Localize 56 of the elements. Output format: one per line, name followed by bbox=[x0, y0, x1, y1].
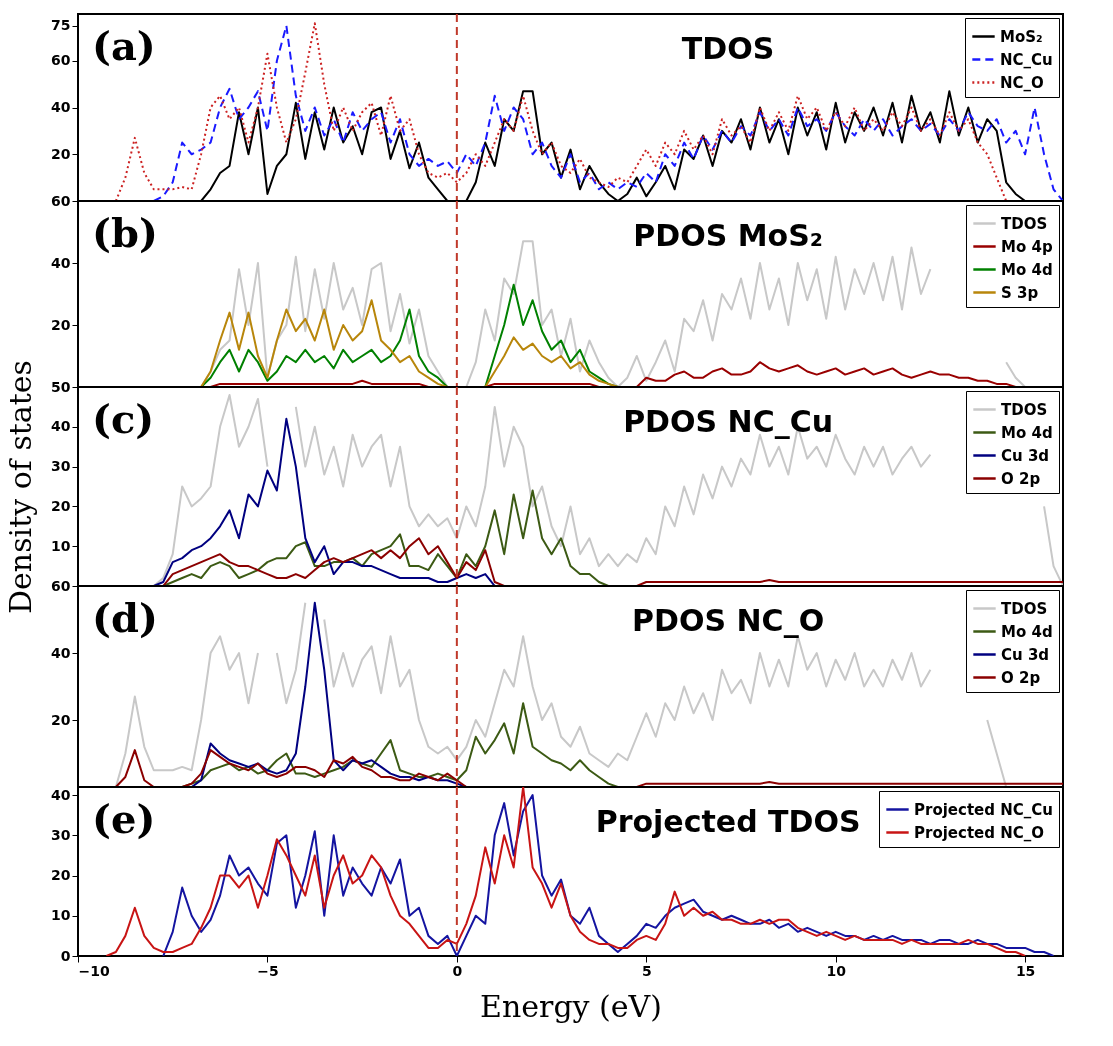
legend-label: TDOS bbox=[1001, 400, 1048, 419]
y-tick-label: 10 bbox=[51, 537, 71, 554]
y-tick-label: 60 bbox=[51, 52, 71, 69]
y-tick-label: 20 bbox=[51, 316, 71, 333]
annotation: (b) bbox=[92, 209, 158, 256]
x-tick-label: 10 bbox=[826, 962, 847, 979]
y-tick-label: 60 bbox=[51, 192, 71, 209]
y-axis-title: Density of states bbox=[3, 360, 39, 614]
text: PDOS MoS₂ bbox=[633, 218, 823, 253]
y-tick-label: 40 bbox=[51, 418, 71, 435]
legend-label: NC_O bbox=[1000, 73, 1044, 92]
legend-label: O 2p bbox=[1001, 469, 1041, 488]
legend-label: TDOS bbox=[1001, 599, 1048, 618]
y-tick-label: 20 bbox=[51, 145, 71, 162]
x-tick-label: 0 bbox=[452, 962, 463, 979]
legend-label: MoS₂ bbox=[1000, 27, 1043, 46]
y-tick-label: 40 bbox=[51, 99, 71, 115]
legend-label: O 2p bbox=[1001, 668, 1041, 687]
legend-label: NC_Cu bbox=[1000, 50, 1053, 69]
text: TDOS bbox=[681, 31, 775, 66]
y-tick-label: 20 bbox=[51, 497, 71, 514]
legend-label: TDOS bbox=[1001, 214, 1048, 233]
legend-label: Projected NC_O bbox=[914, 823, 1045, 842]
y-tick-label: 10 bbox=[51, 907, 71, 924]
legend-label: Cu 3d bbox=[1001, 645, 1050, 664]
y-tick-label: 75 bbox=[51, 17, 71, 34]
legend-label: Cu 3d bbox=[1001, 446, 1050, 465]
legend-label: Mo 4d bbox=[1001, 622, 1053, 641]
legend-label: Mo 4d bbox=[1001, 260, 1053, 279]
line-series bbox=[152, 417, 496, 586]
annotation: (d) bbox=[92, 594, 158, 641]
annotation: (a) bbox=[92, 22, 156, 69]
y-tick-label: 40 bbox=[51, 786, 71, 803]
y-tick-label: 0 bbox=[60, 947, 71, 964]
y-tick-label: 60 bbox=[51, 577, 71, 594]
text: PDOS NC_O bbox=[632, 603, 825, 638]
legend-label: Mo 4p bbox=[1001, 237, 1053, 256]
y-tick-label: 40 bbox=[51, 254, 71, 271]
legend-label: S 3p bbox=[1001, 283, 1039, 302]
legend-label: Projected NC_Cu bbox=[914, 800, 1053, 819]
y-tick-label: 40 bbox=[51, 644, 71, 661]
y-tick-label: 50 bbox=[51, 378, 71, 395]
y-tick-label: 30 bbox=[51, 458, 71, 475]
y-tick-label: 30 bbox=[51, 826, 71, 843]
x-tick-label: 15 bbox=[1015, 962, 1036, 979]
x-axis-title: Energy (eV) bbox=[480, 988, 662, 1024]
text: Projected TDOS bbox=[595, 804, 861, 839]
x-tick-label: −10 bbox=[78, 962, 110, 979]
y-tick-label: 20 bbox=[51, 867, 71, 884]
x-tick-label: −5 bbox=[257, 962, 279, 979]
y-tick-label: 20 bbox=[51, 711, 71, 728]
x-tick-label: 5 bbox=[641, 962, 652, 979]
annotation: (c) bbox=[92, 395, 155, 442]
text: PDOS NC_Cu bbox=[623, 404, 834, 439]
legend-label: Mo 4d bbox=[1001, 423, 1053, 442]
annotation: (e) bbox=[92, 795, 156, 842]
